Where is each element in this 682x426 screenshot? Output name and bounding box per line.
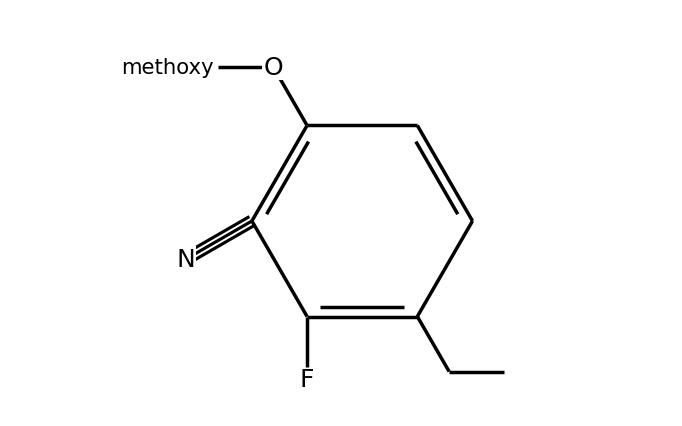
Text: F: F [300, 368, 314, 391]
Text: N: N [177, 248, 195, 271]
Text: O: O [263, 55, 283, 80]
Text: methoxy: methoxy [121, 58, 213, 78]
